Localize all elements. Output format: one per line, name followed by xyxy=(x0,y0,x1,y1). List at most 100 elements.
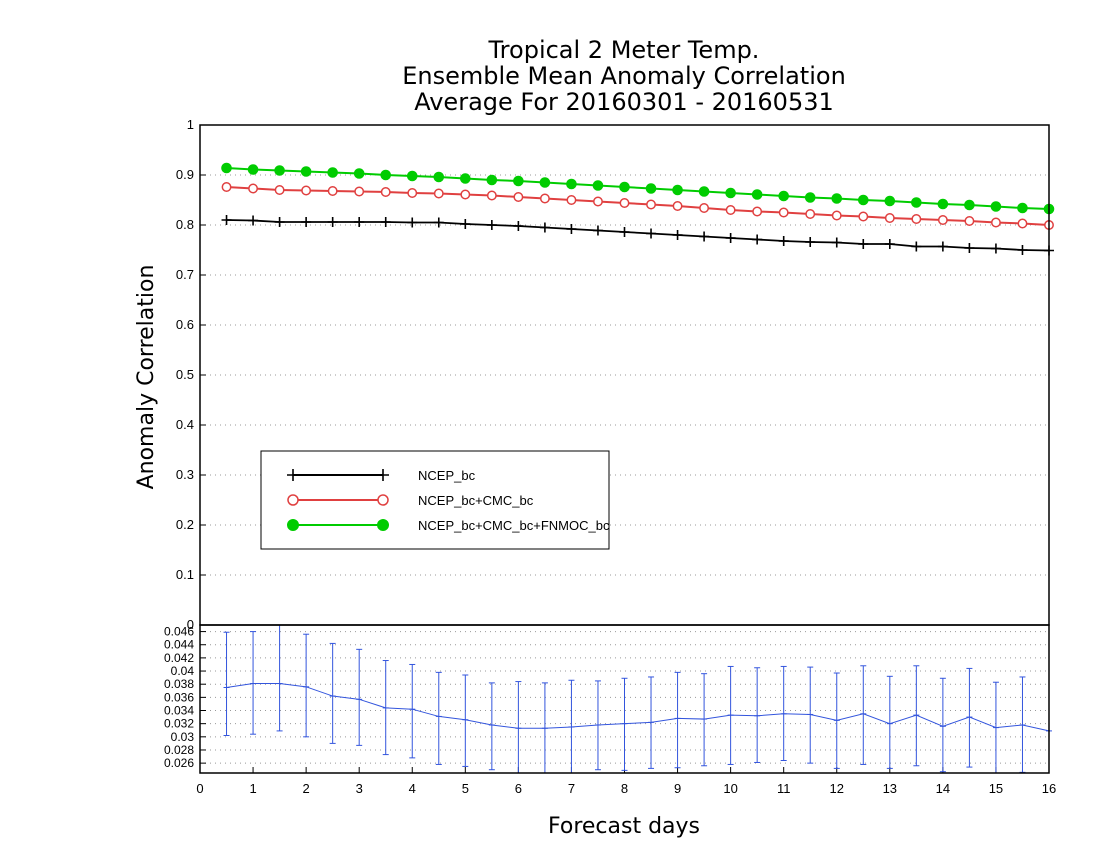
bottom-y-tick-label: 0.036 xyxy=(164,690,194,704)
data-point-filled-circle xyxy=(619,181,630,193)
data-point-filled-circle xyxy=(380,169,392,181)
data-point-filled-circle xyxy=(884,195,896,207)
data-point-open-circle xyxy=(672,201,683,211)
data-point-plus xyxy=(1017,245,1028,255)
chart-title-line-2: Ensemble Mean Anomaly Correlation xyxy=(402,62,846,90)
bottom-series-group xyxy=(223,624,1052,774)
legend-marker-open-circle xyxy=(287,494,299,506)
data-point-open-circle xyxy=(805,209,816,219)
data-point-open-circle xyxy=(539,193,550,204)
data-point-filled-circle xyxy=(937,198,949,210)
y-axis-label: Anomaly Correlation xyxy=(134,265,159,490)
top-y-tick-label: 0.4 xyxy=(176,417,194,432)
data-point-plus xyxy=(592,225,603,236)
data-point-plus xyxy=(672,230,683,240)
data-point-plus xyxy=(619,227,630,237)
legend-marker-plus xyxy=(287,469,299,481)
data-point-filled-circle xyxy=(327,167,338,178)
legend-label: NCEP_bc xyxy=(418,468,476,483)
chart-title-line-3: Average For 20160301 - 20160531 xyxy=(414,88,834,116)
data-point-filled-circle xyxy=(513,175,524,187)
data-point-filled-circle xyxy=(778,190,789,202)
bottom-y-tick-label: 0.042 xyxy=(164,651,194,665)
data-point-plus xyxy=(831,237,842,248)
legend-label: NCEP_bc+CMC_bc+FNMOC_bc xyxy=(418,518,610,533)
data-point-plus xyxy=(433,217,444,228)
x-tick-label: 16 xyxy=(1042,781,1056,796)
bottom-x-ticks: 0 1 2 3 4 5 6 7 8 9 10 11 12 13 14 15 16 xyxy=(196,767,1056,796)
data-point-open-circle xyxy=(937,215,948,225)
top-y-tick-label: 0.9 xyxy=(176,167,194,182)
data-point-open-circle xyxy=(778,207,789,218)
data-point-filled-circle xyxy=(698,186,710,197)
data-point-plus xyxy=(460,219,471,229)
x-tick-label: 12 xyxy=(830,781,844,796)
difference-line xyxy=(226,683,1050,732)
bottom-y-tick-label: 0.032 xyxy=(164,717,194,731)
data-point-plus xyxy=(752,234,763,245)
data-point-open-circle xyxy=(301,185,312,196)
data-point-plus xyxy=(539,222,550,233)
legend-marker-plus xyxy=(377,469,389,481)
data-point-plus xyxy=(221,215,232,225)
data-point-filled-circle xyxy=(592,180,604,191)
x-tick-label: 5 xyxy=(462,781,469,796)
data-point-open-circle xyxy=(990,217,1001,228)
data-point-open-circle xyxy=(460,189,471,200)
data-point-plus xyxy=(646,228,657,239)
data-point-open-circle xyxy=(964,216,975,226)
data-point-open-circle xyxy=(486,190,497,201)
data-point-filled-circle xyxy=(486,174,498,186)
x-tick-label: 3 xyxy=(356,781,363,796)
data-point-filled-circle xyxy=(221,162,232,174)
x-tick-label: 9 xyxy=(674,781,681,796)
data-point-open-circle xyxy=(1017,218,1028,229)
x-tick-label: 15 xyxy=(989,781,1003,796)
bottom-y-tick-label: 0.04 xyxy=(171,664,195,678)
data-point-plus xyxy=(274,217,285,227)
bottom-y-ticks: 0.0260.0280.030.0320.0340.0360.0380.040.… xyxy=(164,625,206,770)
top-y-tick-label: 1 xyxy=(187,117,194,132)
bottom-y-tick-label: 0.034 xyxy=(164,704,194,718)
bottom-y-tick-label: 0.026 xyxy=(164,756,194,770)
top-y-tick-label: 0.8 xyxy=(176,217,194,232)
top-y-tick-label: 0.3 xyxy=(176,467,194,482)
data-point-filled-circle xyxy=(645,183,657,194)
data-point-open-circle xyxy=(752,206,763,217)
top-y-tick-label: 0 xyxy=(187,617,194,632)
legend-label: NCEP_bc+CMC_bc xyxy=(418,493,534,508)
data-point-filled-circle xyxy=(406,170,418,182)
data-point-open-circle xyxy=(884,213,895,223)
data-point-plus xyxy=(911,241,922,252)
data-point-filled-circle xyxy=(672,184,683,196)
data-point-plus xyxy=(884,239,895,249)
data-point-plus xyxy=(301,217,312,227)
data-point-open-circle xyxy=(646,199,656,210)
data-point-filled-circle xyxy=(433,171,445,183)
x-tick-label: 6 xyxy=(515,781,522,796)
x-tick-label: 14 xyxy=(936,781,950,796)
data-point-filled-circle xyxy=(725,187,736,199)
data-point-plus xyxy=(964,243,975,253)
series-line xyxy=(226,186,1050,226)
legend: NCEP_bc NCEP_bc+CMC_bc NCEP_bc+CMC_bc+FNMO… xyxy=(260,450,610,550)
x-tick-label: 13 xyxy=(883,781,897,796)
data-point-plus xyxy=(858,239,869,249)
data-point-filled-circle xyxy=(300,166,312,177)
data-point-plus xyxy=(380,217,391,227)
x-tick-label: 7 xyxy=(568,781,575,796)
data-point-open-circle xyxy=(911,214,922,224)
data-point-filled-circle xyxy=(911,197,922,208)
data-point-filled-circle xyxy=(1017,202,1028,214)
x-axis-label: Forecast days xyxy=(548,814,700,839)
data-point-open-circle xyxy=(354,186,365,197)
data-point-filled-circle xyxy=(566,178,577,190)
data-point-plus xyxy=(327,217,338,227)
data-point-open-circle xyxy=(858,211,869,222)
x-tick-label: 11 xyxy=(777,781,791,796)
x-tick-label: 2 xyxy=(303,781,310,796)
top-series-group xyxy=(221,162,1055,256)
x-tick-label: 10 xyxy=(723,781,737,796)
data-point-open-circle xyxy=(513,192,524,202)
bottom-y-tick-label: 0.028 xyxy=(164,743,194,757)
